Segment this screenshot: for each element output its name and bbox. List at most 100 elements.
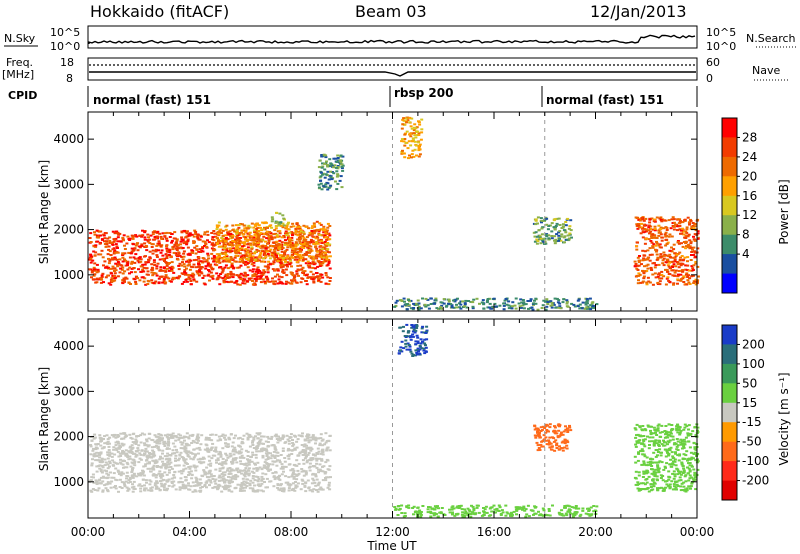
scatter-cell [293,248,297,251]
scatter-cell [235,245,239,248]
scatter-cell [417,132,421,135]
scatter-cell [221,447,225,450]
scatter-cell [214,448,218,451]
scatter-cell [182,255,186,258]
scatter-cell [200,266,203,268]
scatter-cell [248,236,252,239]
scatter-cell [514,297,518,300]
scatter-cell [107,449,111,451]
scatter-cell [131,483,134,486]
scatter-cell [673,258,677,261]
scatter-cell [122,481,126,484]
scatter-cell [442,302,446,305]
scatter-cell [284,441,288,444]
scatter-cell [121,236,125,239]
scatter-cell [140,244,144,247]
scatter-cell [221,229,225,232]
scatter-cell [141,472,145,475]
scatter-cell [111,464,115,467]
scatter-cell [403,300,406,303]
scatter-cell [214,446,218,449]
scatter-cell [240,472,244,475]
scatter-cell [230,262,234,265]
scatter-cell [181,238,185,241]
scatter-cell [103,484,107,487]
scatter-cell [93,436,97,439]
scatter-cell [302,445,306,448]
scatter-cell [572,303,576,306]
scatter-cell [327,260,331,263]
scatter-cell [223,480,227,483]
scatter-cell [571,515,575,518]
scatter-cell [657,224,661,227]
scatter-cell [229,272,233,275]
scatter-cell [208,279,211,282]
scatter-cell [266,227,269,229]
scatter-cell [667,219,671,222]
scatter-cell [422,349,426,352]
scatter-cell [133,461,136,464]
scatter-cell [228,244,232,247]
scatter-cell [282,272,286,274]
scatter-cell [421,297,424,300]
scatter-cell [574,505,578,507]
scatter-cell [166,447,169,450]
scatter-cell [113,453,117,456]
scatter-cell [290,453,294,455]
scatter-cell [672,256,676,259]
scatter-cell [323,234,327,237]
scatter-cell [279,454,283,456]
scatter-cell [215,461,218,464]
scatter-cell [656,281,660,284]
scatter-cell [143,487,147,490]
scatter-cell [308,241,312,244]
scatter-cell [261,456,265,459]
scatter-cell [282,470,285,473]
scatter-cell [534,512,538,515]
scatter-cell [164,442,167,445]
scatter-cell [100,471,104,474]
scatter-cell [93,489,97,491]
scatter-cell [564,221,568,223]
scatter-cell [268,280,272,283]
scatter-cell [148,250,152,253]
scatter-cell [256,437,260,440]
freq-trace [89,71,696,77]
scatter-cell [253,462,256,465]
scatter-cell [420,327,424,330]
scatter-cell [638,259,642,262]
scatter-cell [321,241,325,244]
scatter-cell [696,279,700,282]
scatter-cell [541,507,545,510]
scatter-cell [217,435,221,438]
scatter-cell [482,514,486,516]
scatter-cell [202,461,206,464]
scatter-cell [314,484,318,487]
scatter-cell [524,303,528,306]
scatter-cell [179,447,183,450]
scatter-cell [139,458,143,461]
scatter-cell [419,511,423,513]
scatter-cell [249,435,253,438]
scatter-cell [686,279,690,282]
scatter-cell [238,489,242,492]
scatter-cell [264,254,267,257]
scatter-cell [203,233,207,236]
scatter-cell [408,154,411,157]
scatter-cell [416,342,420,344]
scatter-cell [460,513,464,516]
scatter-cell [108,240,112,242]
scatter-cell [509,305,513,308]
scatter-cell [130,486,134,489]
scatter-cell [91,259,95,262]
scatter-cell [229,433,233,436]
scatter-cell [233,448,237,451]
scatter-cell [277,224,281,227]
scatter-cell [139,270,143,273]
scatter-cell [415,351,419,354]
scatter-cell [671,216,675,219]
scatter-cell [111,459,115,462]
scatter-cell [692,238,696,241]
scatter-cell [200,458,204,461]
scatter-cell [558,513,562,516]
